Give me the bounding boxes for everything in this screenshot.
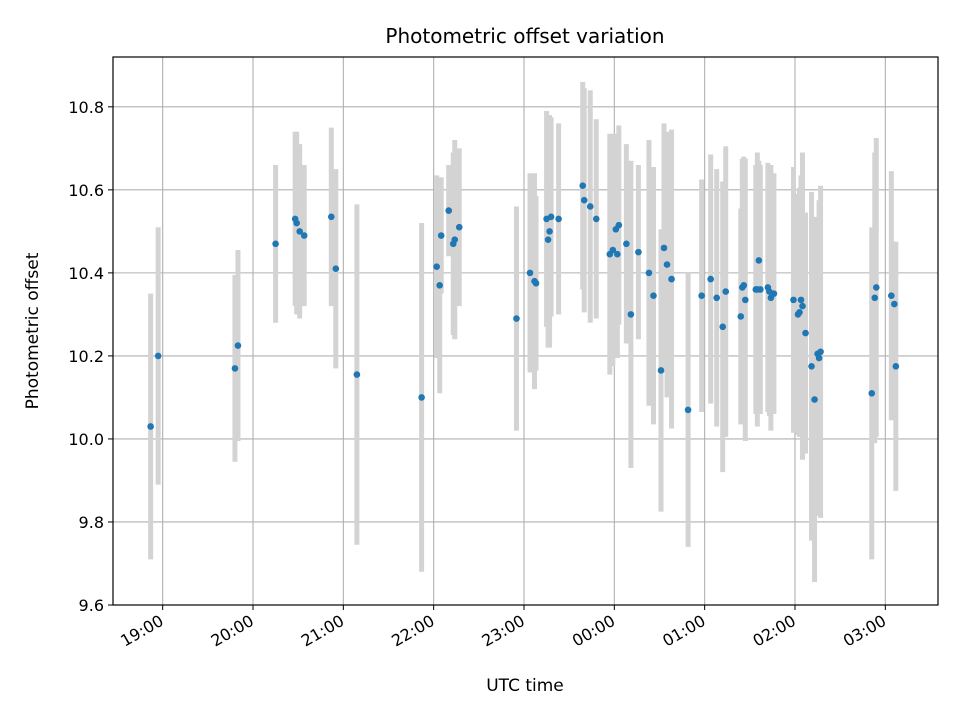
data-point [796,309,803,316]
data-point [332,265,340,273]
data-point [580,196,588,204]
y-axis-label: Photometric offset [23,252,43,409]
data-point [663,261,671,268]
data-point [790,296,797,304]
data-point [650,292,657,300]
data-point [684,406,692,414]
data-point [433,263,440,270]
data-point [546,228,553,235]
data-point [418,394,425,401]
data-point [871,294,879,302]
data-point [707,275,714,283]
data-point [627,311,635,318]
y-tick-label: 10.2 [68,347,104,366]
data-point [891,300,898,308]
data-point [668,275,675,283]
data-point [808,362,815,370]
data-point [755,257,763,264]
data-point [698,292,705,300]
data-point [532,279,540,287]
data-point [872,284,880,291]
data-point [147,423,154,430]
data-point [799,302,806,310]
y-tick-label: 9.6 [79,596,104,615]
y-axis: 9.6 9.8 10.0 10.2 10.4 10.6 10.8 [68,98,113,615]
data-point [231,365,239,372]
data-point [811,396,818,403]
data-point [234,342,242,349]
data-point [770,290,778,297]
data-point [645,269,653,277]
y-tick-label: 9.8 [79,513,104,532]
chart-title: Photometric offset variation [385,24,664,48]
data-point [579,182,587,189]
data-point [614,250,621,258]
data-point [722,288,730,295]
data-point [802,329,809,337]
data-point [451,236,459,243]
data-point [737,313,745,320]
data-point [868,389,876,397]
data-point [623,240,630,248]
data-point [892,362,900,370]
data-point [757,286,764,293]
data-point [526,269,534,277]
plot-frame [112,56,939,606]
data-point [455,223,463,231]
y-tick-label: 10.0 [68,430,104,449]
data-point [660,244,668,252]
data-point [797,296,805,304]
data-point [635,248,642,256]
data-point [615,221,623,229]
data-point [296,228,303,235]
data-point [353,371,361,378]
data-point [657,367,665,374]
y-tick-label: 10.4 [68,264,104,283]
data-point [555,215,562,223]
data-point [544,236,552,243]
data-point [513,315,520,322]
data-point [293,219,300,227]
x-axis-label: UTC time [486,676,564,696]
data-point [445,207,453,214]
y-tick-label: 10.8 [68,98,104,117]
data-point [815,354,823,362]
data-point [586,203,594,210]
y-tick-label: 10.6 [68,181,104,200]
data-point [154,352,162,360]
data-point [817,348,824,356]
data-point [609,246,617,254]
data-point [272,240,279,248]
data-point [741,296,749,304]
data-point [327,213,335,221]
data-point [719,323,727,331]
data-point [888,292,895,300]
data-point [437,232,445,239]
data-point [740,282,748,289]
data-point [436,282,443,289]
data-point [547,213,555,221]
data-point [713,294,720,302]
data-point [592,215,600,223]
data-points [147,182,900,430]
data-point [300,232,308,239]
